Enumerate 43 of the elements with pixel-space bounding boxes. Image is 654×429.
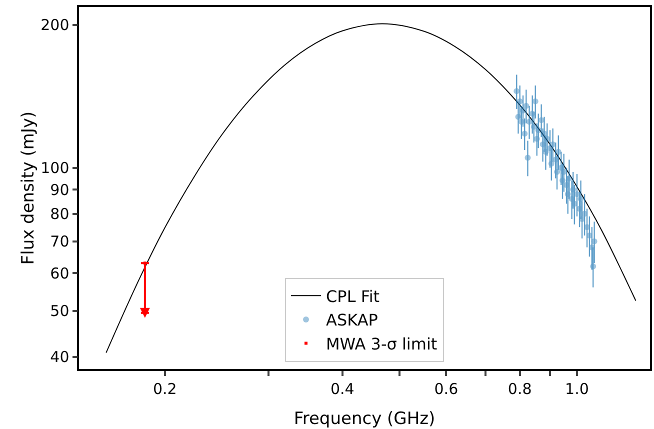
point	[515, 114, 522, 120]
point	[570, 186, 576, 192]
point	[578, 196, 584, 202]
point	[526, 118, 532, 125]
y-tick-label: 200	[40, 16, 70, 34]
y-tick-label: 70	[50, 232, 70, 251]
point	[529, 110, 536, 117]
y-tick-label: 90	[50, 180, 70, 199]
legend-label: CPL Fit	[326, 286, 380, 306]
point	[524, 154, 531, 161]
point	[530, 124, 537, 130]
point	[520, 107, 526, 114]
point	[532, 98, 538, 104]
point	[542, 148, 549, 155]
point	[591, 238, 598, 244]
point	[560, 178, 566, 184]
y-tick-label: 60	[50, 264, 70, 282]
point	[540, 141, 546, 148]
point	[538, 117, 544, 124]
point	[522, 130, 528, 137]
legend-label: MWA 3-σ limit	[326, 334, 438, 354]
x-axis-title: Frequency (GHz)	[294, 409, 436, 429]
x-tick-label: 0.6	[434, 380, 458, 398]
y-tick-label: 80	[50, 205, 70, 224]
x-tick-label: 1.0	[565, 380, 589, 398]
x-tick-label: 0.4	[330, 380, 354, 398]
x-tick-label: 0.2	[152, 380, 177, 398]
y-tick-label: 100	[40, 159, 70, 178]
point	[516, 98, 523, 104]
y-tick-label: 40	[50, 348, 70, 366]
point	[534, 136, 540, 142]
point	[535, 127, 542, 134]
point	[564, 191, 571, 198]
x-tick-label: 0.8	[508, 380, 532, 398]
point	[518, 118, 524, 125]
point	[541, 130, 548, 137]
legend-label: ASKAP	[326, 310, 378, 330]
point	[523, 102, 530, 109]
point	[514, 88, 520, 94]
point	[548, 160, 554, 167]
y-axis-title: Flux density (mJy)	[18, 111, 39, 265]
y-tick-label: 50	[50, 302, 70, 320]
point	[554, 168, 560, 175]
